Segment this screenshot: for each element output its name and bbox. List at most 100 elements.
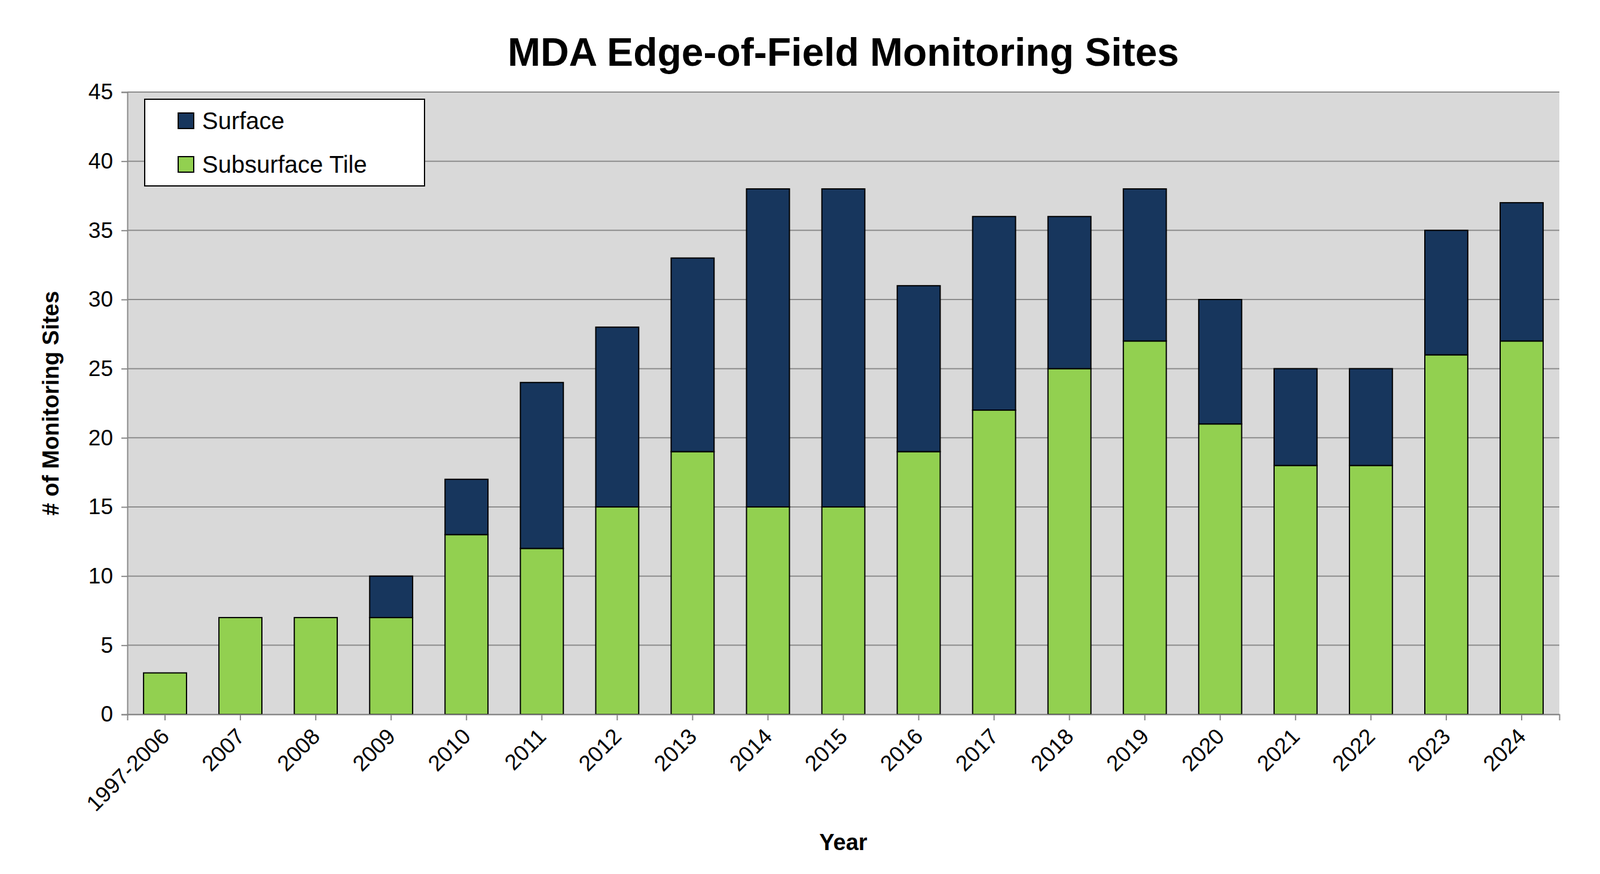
bar — [294, 617, 338, 715]
y-axis: 0 5 10 15 20 25 30 35 40 45 — [88, 79, 128, 727]
tick-mark — [390, 714, 392, 721]
tick: 2009 — [347, 714, 400, 777]
bar — [1123, 188, 1167, 341]
title: MDA Edge-of-Field Monitoring Sites — [507, 29, 1180, 75]
tick-label: 15 — [88, 494, 114, 519]
tick-label: 2020 — [1176, 724, 1229, 777]
tick-label: 2014 — [724, 724, 777, 777]
tick: 1997-2006 — [81, 714, 174, 817]
tick-label: 2019 — [1101, 724, 1154, 777]
tick-mark — [121, 507, 128, 509]
bar — [972, 410, 1016, 715]
plot-background — [127, 92, 1560, 715]
tick-mark — [121, 299, 128, 301]
bar — [1198, 423, 1242, 715]
legend-label: Subsurface Tile — [202, 151, 368, 178]
bar — [897, 285, 941, 453]
bar — [1048, 216, 1092, 369]
tick-mark — [121, 368, 128, 370]
tick-mark — [843, 714, 845, 721]
bar — [595, 327, 639, 508]
tick-label: 10 — [88, 563, 114, 589]
tick-label: 2013 — [649, 724, 702, 777]
grid-line — [127, 91, 1560, 93]
tick: 45 — [88, 79, 128, 105]
legend-box — [144, 99, 425, 186]
legend-label: Surface — [202, 107, 285, 134]
tick-mark — [239, 714, 241, 721]
tick: 2016 — [875, 714, 928, 777]
tick-label: 2015 — [800, 724, 853, 777]
tick: 20 — [88, 425, 128, 451]
legend-swatch — [178, 113, 194, 129]
tick-mark — [121, 92, 128, 94]
tick: 2023 — [1403, 714, 1456, 777]
bar — [1500, 202, 1544, 341]
bar — [822, 188, 866, 508]
tick-label: 2010 — [423, 724, 476, 777]
tick-mark — [164, 714, 166, 721]
chart: 0 5 10 15 20 25 30 35 40 45 1997-2006 2007 2008 2009 2… — [0, 0, 1600, 874]
bar — [218, 617, 262, 619]
bar — [670, 451, 714, 715]
tick-mark — [315, 714, 317, 721]
tick-mark — [121, 714, 128, 716]
bar — [1274, 465, 1318, 715]
tick: 0 — [100, 701, 128, 727]
bar — [1349, 368, 1393, 466]
tick: 2015 — [800, 714, 853, 777]
tick: 2008 — [272, 714, 325, 777]
bar — [670, 258, 714, 453]
tick-label: 2022 — [1327, 724, 1380, 777]
tick-label: 1997-2006 — [81, 724, 174, 817]
tick: 5 — [100, 633, 128, 658]
tick-mark — [121, 437, 128, 439]
bar — [444, 479, 488, 536]
tick: 35 — [88, 218, 128, 243]
bar — [444, 534, 488, 715]
tick: 2007 — [197, 714, 250, 777]
bar — [1424, 355, 1468, 715]
tick-label: 2008 — [272, 724, 325, 777]
bar — [520, 382, 564, 549]
bar — [369, 576, 413, 618]
bar — [1048, 368, 1092, 715]
tick: 10 — [88, 563, 128, 589]
tick-mark — [541, 714, 543, 721]
tick-label: 0 — [100, 701, 114, 727]
tick-mark — [1219, 714, 1221, 721]
tick: 40 — [88, 148, 128, 174]
tick-mark — [1521, 714, 1523, 721]
tick-mark — [767, 714, 769, 721]
tick-label: 35 — [88, 218, 114, 243]
bar — [294, 617, 338, 619]
tick-label: 40 — [88, 148, 114, 174]
bar — [218, 617, 262, 715]
x-axis-title: Year — [819, 829, 868, 856]
tick-mark — [691, 714, 693, 721]
tick-label: 45 — [88, 79, 114, 105]
axis-line — [127, 715, 1560, 722]
bar — [1123, 340, 1167, 715]
tick-label: 30 — [88, 286, 114, 312]
tick: 2018 — [1026, 714, 1079, 777]
bar — [746, 507, 790, 715]
axis-line — [121, 92, 128, 716]
tick: 2022 — [1327, 714, 1380, 777]
tick-mark — [465, 714, 467, 721]
tick-mark — [121, 645, 128, 647]
tick-mark — [993, 714, 995, 721]
bar — [520, 548, 564, 715]
tick: 15 — [88, 494, 128, 519]
tick-label: 25 — [88, 356, 114, 381]
tick: 2012 — [573, 714, 627, 777]
tick-label: 2016 — [875, 724, 928, 777]
bar — [746, 188, 790, 508]
legend-item: Surface — [178, 107, 285, 134]
grid — [127, 92, 1560, 715]
tick: 2021 — [1252, 714, 1305, 777]
bar — [143, 673, 187, 715]
tick-mark — [1144, 714, 1146, 721]
bar — [897, 451, 941, 715]
tick-label: 2012 — [573, 724, 627, 777]
